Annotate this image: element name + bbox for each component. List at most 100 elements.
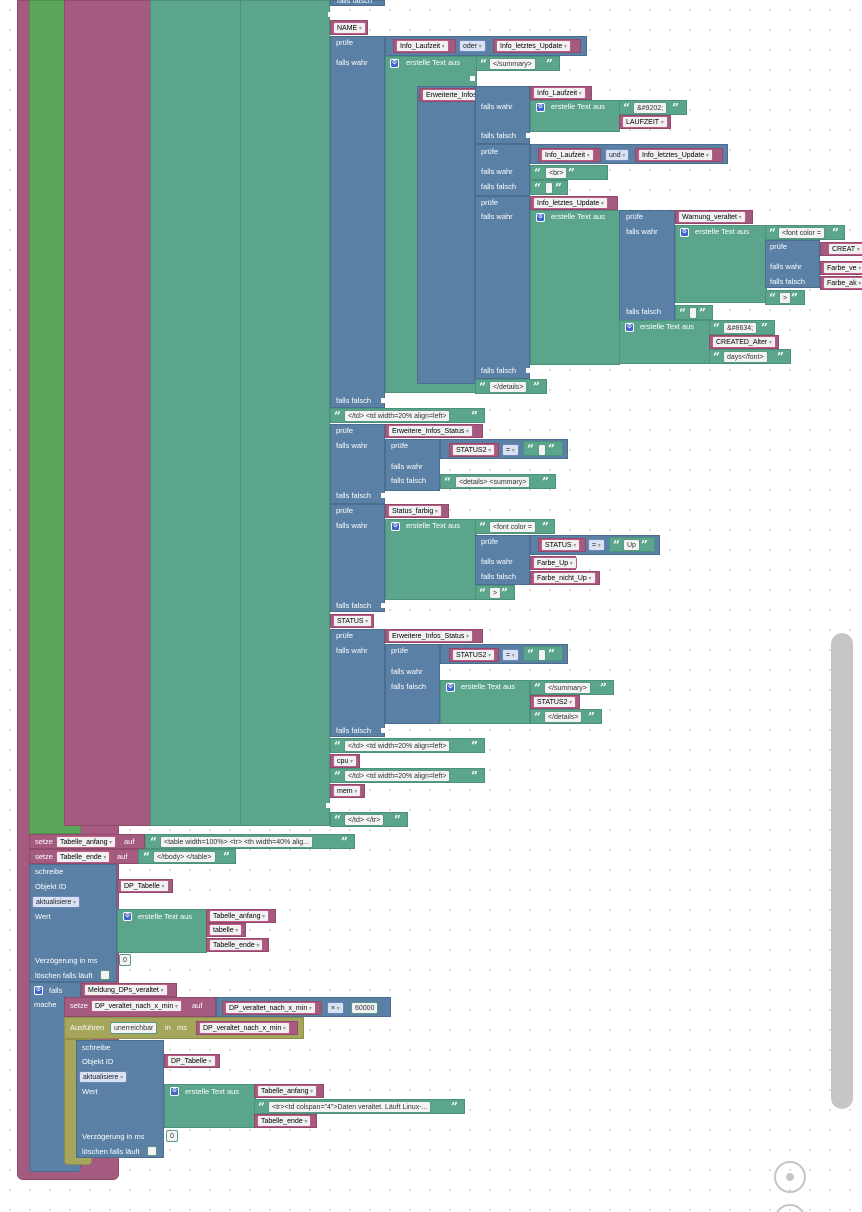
var-dp-veraltet[interactable]: DP_veraltet_nach_x_min: [225, 1002, 316, 1014]
text-font-color[interactable]: <font color =: [778, 227, 825, 239]
if-block-und[interactable]: [475, 144, 530, 196]
if-block-status2[interactable]: [385, 439, 440, 491]
var-dp-veraltet[interactable]: DP_veraltet_nach_x_min: [199, 1022, 290, 1034]
var-status2[interactable]: STATUS2: [452, 444, 496, 456]
var-status2[interactable]: STATUS2: [452, 649, 496, 661]
text-br[interactable]: <br>: [545, 167, 568, 179]
gear-icon[interactable]: ⚙: [536, 103, 545, 112]
write-block-2[interactable]: [76, 1040, 164, 1158]
var-tabelle[interactable]: tabelle: [209, 924, 243, 936]
recenter-icon[interactable]: [774, 1161, 806, 1193]
var-status[interactable]: STATUS: [333, 615, 373, 627]
gear-icon[interactable]: ⚙: [625, 323, 634, 332]
var-status[interactable]: STATUS: [541, 539, 581, 551]
var-dp-tabelle[interactable]: DP_Tabelle: [167, 1055, 216, 1067]
text-tbody-end[interactable]: </tbody> </table>: [153, 851, 216, 863]
var-info-letztes-update[interactable]: Info_letztes_Update: [638, 149, 713, 161]
var-tabelle-anfang[interactable]: Tabelle_anfang: [257, 1085, 318, 1097]
if-block-status[interactable]: [330, 424, 385, 504]
text-font-color[interactable]: <font color =: [489, 521, 536, 533]
text-td-open[interactable]: </td> <td width=20% align=left>: [344, 770, 451, 782]
zoom-reset-icon[interactable]: [774, 1204, 806, 1212]
text-join-block[interactable]: [440, 680, 530, 724]
text-gt[interactable]: >: [489, 587, 502, 599]
var-created-alter[interactable]: CREATED_Alter: [712, 336, 776, 348]
text-summary-close[interactable]: </summary>: [544, 682, 591, 694]
var-erw-infos-status[interactable]: Erweitere_Infos_Status: [388, 425, 474, 437]
var-farbe-nicht-up[interactable]: Farbe_nicht_Up: [533, 572, 596, 584]
text-details-close[interactable]: </details>: [489, 381, 528, 393]
op-eq[interactable]: =: [588, 539, 605, 551]
text-details-close[interactable]: </details>: [544, 711, 583, 723]
text-td-tr[interactable]: </td> </tr>: [344, 814, 385, 826]
var-tabelle-anfang[interactable]: Tabelle_anfang: [56, 836, 117, 848]
if-block-top[interactable]: [330, 0, 385, 6]
aktualisiere-dropdown[interactable]: aktualisiere: [79, 1071, 128, 1083]
op-eq[interactable]: =: [502, 649, 519, 661]
var-warnung-veraltet[interactable]: Warnung_veraltet: [678, 211, 746, 223]
var-tabelle-anfang[interactable]: Tabelle_anfang: [209, 910, 270, 922]
var-info-letztes-update[interactable]: Info_letztes_Update: [533, 197, 608, 209]
var-tabelle-ende[interactable]: Tabelle_ende: [209, 939, 264, 951]
var-status2[interactable]: STATUS2: [533, 696, 577, 708]
text-daten-veraltet[interactable]: <tr><td colspan="4">Daten veraltet. Läuf…: [268, 1101, 432, 1113]
gear-icon[interactable]: ⚙: [170, 1087, 179, 1096]
text-td-open[interactable]: </td> <td width=20% align=left>: [344, 410, 451, 422]
var-farbe-ve[interactable]: Farbe_ve: [823, 262, 862, 274]
var-info-laufzeit[interactable]: Info_Laufzeit: [541, 149, 594, 161]
text-join-block[interactable]: [164, 1084, 256, 1128]
text-empty[interactable]: [538, 649, 546, 661]
gear-icon[interactable]: ⚙: [680, 228, 689, 237]
text-join-block[interactable]: [675, 225, 767, 303]
text-join-block[interactable]: [530, 210, 620, 365]
op-multiply[interactable]: ×: [327, 1002, 344, 1014]
vertical-scrollbar[interactable]: [831, 633, 853, 1109]
clear-checkbox[interactable]: [147, 1146, 157, 1156]
var-laufzeit[interactable]: LAUFZEIT: [622, 116, 668, 128]
var-erw-infos-status[interactable]: Erweitere_Infos_Status: [388, 630, 474, 642]
gear-icon[interactable]: ⚙: [391, 522, 400, 531]
gear-icon[interactable]: ⚙: [446, 683, 455, 692]
op-und[interactable]: und: [605, 149, 630, 161]
var-name[interactable]: NAME: [333, 22, 366, 34]
text-hash-8634[interactable]: &#8634;: [723, 322, 758, 334]
var-cpu[interactable]: cpu: [333, 755, 357, 767]
text-join-block-main[interactable]: [240, 0, 330, 826]
var-info-letztes-update[interactable]: Info_letztes_Update: [496, 40, 571, 52]
gear-icon[interactable]: ⚙: [390, 59, 399, 68]
text-table-start[interactable]: <table width=100%> <tr> <th width=40% al…: [160, 836, 313, 848]
write-block[interactable]: [29, 864, 117, 982]
var-farbe-up[interactable]: Farbe_Up: [533, 557, 577, 569]
var-created[interactable]: CREAT: [828, 243, 862, 255]
aktualisiere-dropdown[interactable]: aktualisiere: [32, 896, 81, 908]
if-block-laufzeit[interactable]: [475, 86, 530, 144]
text-days-font[interactable]: days</font>: [723, 351, 768, 363]
var-farbe-ak[interactable]: Farbe_ak: [823, 277, 862, 289]
var-dp-tabelle[interactable]: DP_Tabelle: [120, 880, 169, 892]
var-mem[interactable]: mem: [333, 785, 362, 797]
if-block-update[interactable]: [475, 196, 530, 379]
var-tabelle-ende[interactable]: Tabelle_ende: [56, 851, 111, 863]
op-eq[interactable]: =: [502, 444, 519, 456]
var-tabelle-ende[interactable]: Tabelle_ende: [257, 1115, 312, 1127]
number-60000[interactable]: 60000: [351, 1002, 379, 1014]
delay-value[interactable]: 0: [119, 954, 131, 966]
text-up[interactable]: Up: [623, 539, 640, 551]
op-oder[interactable]: oder: [459, 40, 486, 52]
var-status-farbig[interactable]: Status_farbig: [388, 505, 442, 517]
gear-icon[interactable]: ⚙: [123, 912, 132, 921]
if-block-info[interactable]: [330, 36, 385, 408]
if-block-erw-name[interactable]: [417, 86, 475, 384]
text-empty[interactable]: [545, 182, 553, 194]
if-block-status-2[interactable]: [330, 629, 385, 737]
var-info-laufzeit[interactable]: Info_Laufzeit: [396, 40, 449, 52]
if-block-up[interactable]: [475, 535, 530, 585]
text-hash-9202[interactable]: &#9202;: [633, 102, 668, 114]
if-block-status2-b[interactable]: [385, 644, 440, 724]
timeout-name[interactable]: unerreichbar: [110, 1022, 158, 1034]
text-join-block[interactable]: [385, 519, 477, 600]
set-variable-block[interactable]: [64, 0, 152, 826]
text-empty[interactable]: [689, 307, 697, 319]
text-gt[interactable]: >: [779, 292, 792, 304]
